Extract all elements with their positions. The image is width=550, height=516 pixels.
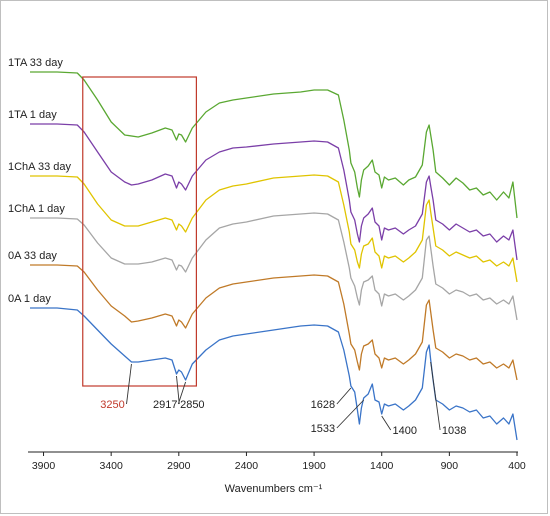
annotation-leader-6	[430, 361, 441, 431]
x-tick-label-2: 2900	[167, 460, 191, 472]
annotation-leader-5	[381, 415, 392, 431]
annotation-label-3: 1628	[311, 399, 335, 411]
series-line-5	[30, 307, 518, 441]
series-line-0	[30, 71, 518, 219]
series-label-2: 1ChA 33 day	[8, 161, 71, 173]
annotation-label-1: 2917	[153, 399, 177, 411]
series-line-3	[30, 212, 518, 321]
series-label-5: 0A 1 day	[8, 293, 51, 305]
annotation-label-2: 2850	[180, 399, 204, 411]
x-tick-label-0: 3900	[32, 460, 56, 472]
annotation-label-5: 1400	[392, 425, 416, 437]
series-line-4	[30, 264, 518, 381]
series-lines	[30, 71, 518, 441]
x-axis-title: Wavenumbers cm⁻¹	[225, 483, 323, 495]
x-tick-label-3: 2400	[235, 460, 259, 472]
annotation-leader-3	[336, 387, 352, 405]
annotation-label-6: 1038	[442, 425, 466, 437]
x-tick-label-6: 900	[441, 460, 459, 472]
x-tick-label-4: 1900	[302, 460, 326, 472]
series-line-1	[30, 123, 518, 261]
annotation-label-0: 3250	[100, 399, 124, 411]
annotation-leader-0	[126, 363, 132, 405]
x-tick-label-7: 400	[508, 460, 526, 472]
series-label-1: 1TA 1 day	[8, 109, 57, 121]
annotation-leader-1	[176, 375, 180, 405]
series-label-0: 1TA 33 day	[8, 57, 63, 69]
series-label-3: 1ChA 1 day	[8, 203, 65, 215]
x-axis-ticks: 3900 3400 2900 2400 1900 1400 900 400	[32, 452, 526, 472]
series-line-2	[30, 174, 518, 283]
x-tick-label-1: 3400	[99, 460, 123, 472]
highlight-box	[82, 76, 197, 387]
series-labels: 1TA 33 day 1TA 1 day 1ChA 33 day 1ChA 1 day…	[8, 57, 71, 305]
annotation-leader-2	[177, 381, 186, 405]
annotation-leader-4	[336, 399, 365, 429]
series-label-4: 0A 33 day	[8, 250, 57, 262]
annotation-label-4: 1533	[311, 423, 335, 435]
x-tick-label-5: 1400	[370, 460, 394, 472]
annotations: 3250 2917 2850 1628 1533 1400 1038	[100, 361, 466, 437]
